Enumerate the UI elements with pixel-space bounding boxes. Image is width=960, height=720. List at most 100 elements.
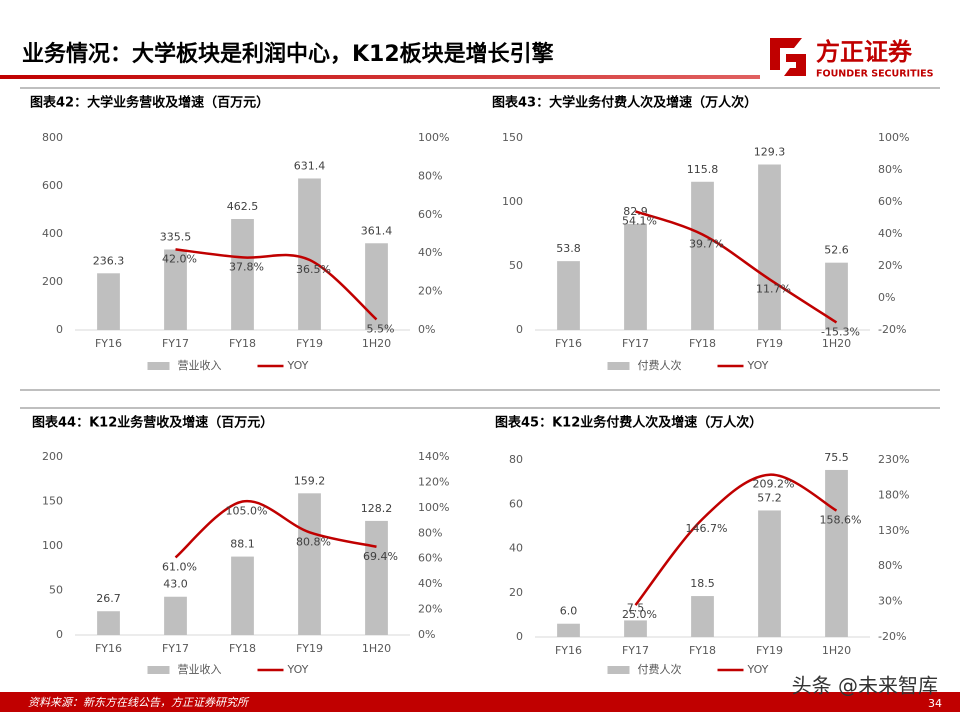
y2-tick-label: 60% [418, 208, 442, 221]
y-tick-label: 150 [502, 131, 523, 144]
legend-label: YOY [287, 359, 309, 372]
bar-value-label: 7.5 [627, 601, 645, 614]
bar [97, 611, 120, 635]
charts: 图表42：大学业务营收及增速（百万元）02004006008000%20%40%… [30, 95, 909, 677]
legend-swatch [147, 362, 170, 370]
line-value-label: 69.4% [363, 550, 398, 563]
x-tick-label: FY19 [756, 337, 783, 350]
x-tick-label: FY17 [622, 644, 649, 657]
y-tick-label: 0 [56, 628, 63, 641]
y-tick-label: 0 [516, 630, 523, 643]
y2-tick-label: 80% [878, 559, 902, 572]
bar [557, 261, 580, 330]
logo: 方正证券 FOUNDER SECURITIES [770, 38, 934, 80]
title-rule [0, 75, 760, 79]
chart-title: 图表43：大学业务付费人次及增速（万人次） [492, 95, 757, 111]
x-tick-label: 1H20 [822, 644, 851, 657]
legend-label: YOY [747, 663, 769, 676]
y2-tick-label: 80% [418, 526, 442, 539]
legend-swatch [607, 666, 630, 674]
y-tick-label: 200 [42, 450, 63, 463]
x-tick-label: FY16 [95, 642, 122, 655]
bar [231, 556, 254, 635]
y2-tick-label: 20% [418, 603, 442, 616]
y-tick-label: 100 [502, 195, 523, 208]
y2-tick-label: 40% [878, 227, 902, 240]
line-value-label: 80.8% [296, 535, 331, 548]
y2-tick-label: 20% [418, 285, 442, 298]
y2-tick-label: 140% [418, 450, 449, 463]
bar-value-label: 129.3 [754, 145, 786, 158]
bar-value-label: 88.1 [230, 538, 255, 551]
line-value-label: 158.6% [820, 514, 862, 527]
bar-value-label: 462.5 [227, 200, 259, 213]
line-value-label: -15.3% [821, 325, 860, 338]
chart-title: 图表45：K12业务付费人次及增速（万人次） [495, 415, 762, 431]
y2-tick-label: 130% [878, 524, 909, 537]
bar-value-label: 335.5 [160, 230, 192, 243]
bar-value-label: 236.3 [93, 254, 125, 267]
bar-value-label: 52.6 [824, 244, 849, 257]
chart: 图表42：大学业务营收及增速（百万元） 0 200 400 600 800 0% 20% 40%… [30, 95, 449, 373]
bar [164, 596, 187, 635]
legend-label: YOY [287, 663, 309, 676]
page-number: 34 [928, 697, 942, 710]
bar [624, 620, 647, 637]
legend-label: 营业收入 [178, 662, 222, 676]
line [175, 248, 378, 321]
x-tick-label: FY17 [162, 642, 189, 655]
line [635, 210, 838, 324]
chart: 图表43：大学业务付费人次及增速（万人次） 0 50 100 150 -20% 0% 20% 4… [492, 95, 909, 373]
y-tick-label: 0 [56, 323, 63, 336]
footer-source: 资料来源：新东方在线公告，方正证券研究所 [28, 696, 250, 709]
y2-tick-label: 60% [418, 552, 442, 565]
line-value-label: 39.7% [689, 237, 724, 250]
y-tick-label: 60 [509, 497, 523, 510]
bar [825, 262, 848, 330]
bar [624, 223, 647, 330]
y-tick-label: 80 [509, 453, 523, 466]
bar [758, 164, 781, 330]
legend-label: 付费人次 [638, 358, 682, 372]
line-value-label: 209.2% [753, 478, 795, 491]
x-tick-label: FY16 [555, 337, 582, 350]
legend-swatch [147, 666, 170, 674]
y2-tick-label: 0% [878, 291, 895, 304]
y-tick-label: 800 [42, 131, 63, 144]
y2-tick-label: 80% [418, 169, 442, 182]
logo-icon [770, 38, 806, 76]
bar-value-label: 75.5 [824, 451, 849, 464]
y2-tick-label: 30% [878, 595, 902, 608]
x-tick-label: FY18 [229, 642, 256, 655]
y2-tick-label: 230% [878, 453, 909, 466]
bar [97, 273, 120, 330]
x-tick-label: 1H20 [822, 337, 851, 350]
x-tick-label: FY19 [296, 642, 323, 655]
bar-value-label: 115.8 [687, 163, 719, 176]
y-tick-label: 200 [42, 275, 63, 288]
chart: 图表44：K12业务营收及增速（百万元） 0 50 100 150 200 0% 20% 40%… [32, 415, 449, 677]
y-tick-label: 400 [42, 227, 63, 240]
x-tick-label: FY19 [756, 644, 783, 657]
y-tick-label: 50 [509, 259, 523, 272]
y-tick-label: 0 [516, 323, 523, 336]
bar-value-label: 53.8 [556, 242, 581, 255]
y2-tick-label: 100% [418, 501, 449, 514]
bar [557, 623, 580, 637]
bar [691, 596, 714, 637]
bar [365, 520, 388, 635]
y2-tick-label: 60% [878, 195, 902, 208]
y2-tick-label: 100% [418, 131, 449, 144]
chart-title: 图表42：大学业务营收及增速（百万元） [30, 95, 269, 111]
watermark: 头条 @未来智库 [792, 674, 938, 698]
y2-tick-label: 0% [418, 628, 435, 641]
line-value-label: 54.1% [622, 214, 657, 227]
y-tick-label: 40 [509, 542, 523, 555]
bar [691, 181, 714, 330]
bar-value-label: 6.0 [560, 605, 578, 618]
line-value-label: 11.7% [756, 282, 791, 295]
bar-value-label: 26.7 [96, 592, 121, 605]
line [634, 473, 838, 606]
bar [298, 178, 321, 330]
